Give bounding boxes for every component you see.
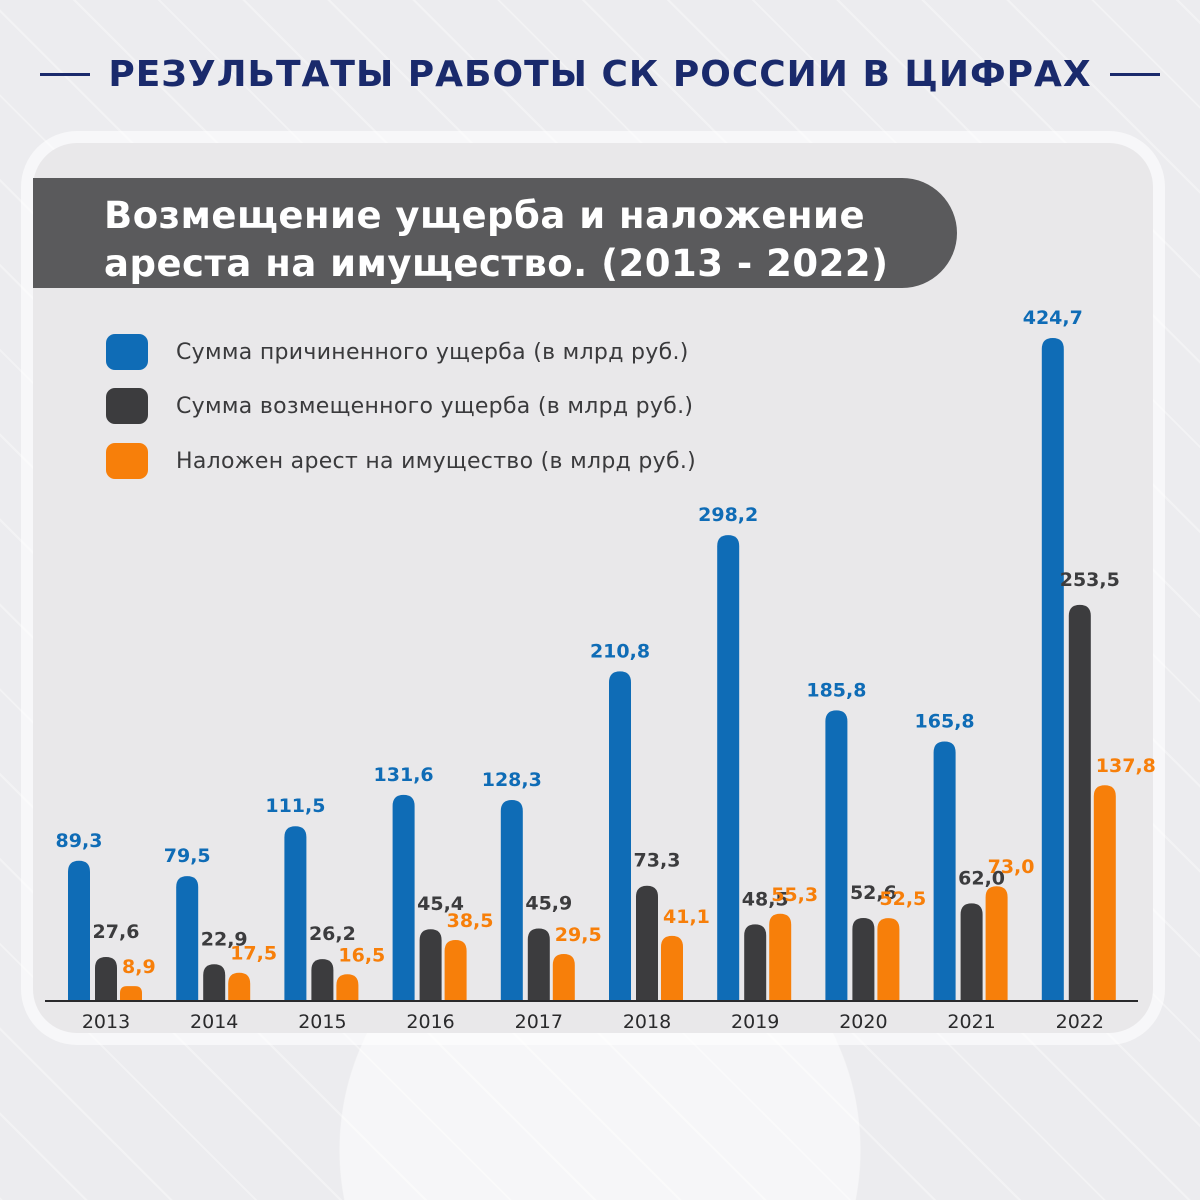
header-rule-right	[1109, 72, 1160, 76]
bar-property-arrest-2019	[769, 913, 792, 1000]
x-tick-label-2015: 2015	[298, 1011, 346, 1033]
bar-damage-compensated-2013	[95, 956, 117, 1000]
x-tick-label-2022: 2022	[1056, 1011, 1104, 1033]
chart-card	[33, 143, 1153, 1033]
data-label-damage-compensated-2016: 45,4	[417, 893, 464, 915]
legend-swatch-damage-compensated	[106, 388, 148, 424]
x-tick-label-2016: 2016	[406, 1011, 454, 1033]
bar-damage-compensated-2018	[636, 885, 658, 1000]
data-label-damage-caused-2015: 111,5	[265, 795, 325, 817]
data-label-property-arrest-2020: 52,5	[879, 888, 926, 910]
x-tick-label-2018: 2018	[623, 1011, 671, 1033]
bar-damage-compensated-2022	[1068, 604, 1091, 1000]
legend-label-damage-compensated: Сумма возмещенного ущерба (в млрд руб.)	[176, 393, 694, 419]
data-label-damage-compensated-2013: 27,6	[93, 921, 140, 943]
x-tick-label-2017: 2017	[515, 1011, 563, 1033]
legend-label-damage-caused: Сумма причиненного ущерба (в млрд руб.)	[176, 339, 689, 365]
bar-property-arrest-2018	[661, 935, 683, 1000]
data-label-damage-caused-2014: 79,5	[164, 845, 211, 867]
bar-damage-caused-2014	[176, 876, 199, 1000]
data-label-damage-caused-2013: 89,3	[56, 830, 103, 852]
bar-damage-caused-2022	[1041, 338, 1064, 1000]
x-tick-label-2013: 2013	[82, 1011, 130, 1033]
data-label-damage-compensated-2019: 48,5	[742, 888, 789, 910]
data-label-damage-compensated-2020: 52,6	[850, 882, 897, 904]
data-label-damage-caused-2017: 128,3	[482, 769, 542, 791]
bar-property-arrest-2020	[877, 918, 900, 1000]
data-label-damage-caused-2018: 210,8	[590, 640, 650, 662]
bar-property-arrest-2016	[444, 939, 467, 1000]
bar-damage-compensated-2016	[419, 929, 442, 1000]
data-label-property-arrest-2018: 41,1	[663, 906, 710, 928]
legend-item-property-arrest: Наложен арест на имущество (в млрд руб.)	[106, 443, 696, 479]
bar-property-arrest-2022	[1093, 785, 1116, 1000]
page-header: РЕЗУЛЬТАТЫ РАБОТЫ СК РОССИИ В ЦИФРАХ	[40, 44, 1160, 104]
data-label-property-arrest-2015: 16,5	[338, 944, 385, 966]
data-label-property-arrest-2013: 8,9	[122, 956, 156, 978]
bar-damage-caused-2015	[284, 826, 307, 1000]
bar-property-arrest-2015	[336, 974, 359, 1000]
data-label-property-arrest-2016: 38,5	[447, 910, 494, 932]
chart-title: Возмещение ущерба и наложение ареста на …	[104, 194, 889, 285]
bar-property-arrest-2021	[985, 886, 1008, 1000]
header-rule-left	[40, 72, 91, 76]
page-title: РЕЗУЛЬТАТЫ РАБОТЫ СК РОССИИ В ЦИФРАХ	[108, 53, 1092, 95]
bar-damage-caused-2021	[933, 741, 956, 1000]
bar-damage-caused-2019	[717, 535, 740, 1000]
bar-damage-compensated-2015	[311, 959, 334, 1000]
data-label-damage-caused-2022: 424,7	[1023, 307, 1083, 329]
x-tick-label-2014: 2014	[190, 1011, 238, 1033]
data-label-damage-compensated-2018: 73,3	[634, 850, 681, 872]
legend-swatch-damage-caused	[106, 334, 148, 370]
bar-property-arrest-2014	[228, 972, 251, 1000]
bar-damage-caused-2020	[825, 710, 848, 1000]
x-tick-label-2019: 2019	[731, 1011, 779, 1033]
bar-damage-caused-2016	[392, 794, 415, 1000]
data-label-property-arrest-2022: 137,8	[1096, 755, 1156, 777]
data-label-damage-compensated-2017: 45,9	[525, 892, 572, 914]
x-tick-label-2021: 2021	[947, 1011, 995, 1033]
x-tick-label-2020: 2020	[839, 1011, 887, 1033]
data-label-damage-caused-2021: 165,8	[915, 711, 975, 733]
data-label-damage-compensated-2021: 62,0	[958, 867, 1005, 889]
bar-damage-caused-2017	[500, 800, 523, 1000]
data-label-property-arrest-2014: 17,5	[230, 943, 277, 965]
bar-property-arrest-2017	[552, 954, 575, 1000]
bar-damage-compensated-2014	[203, 964, 226, 1000]
bar-damage-compensated-2019	[744, 924, 767, 1000]
data-label-property-arrest-2021: 73,0	[988, 856, 1035, 878]
bar-property-arrest-2013	[120, 986, 142, 1000]
legend-item-damage-caused: Сумма причиненного ущерба (в млрд руб.)	[106, 334, 689, 370]
data-label-property-arrest-2019: 55,3	[771, 884, 818, 906]
data-label-property-arrest-2017: 29,5	[555, 924, 602, 946]
legend-item-damage-compensated: Сумма возмещенного ущерба (в млрд руб.)	[106, 388, 693, 424]
bar-damage-compensated-2020	[852, 918, 875, 1000]
data-label-damage-caused-2016: 131,6	[374, 764, 434, 786]
bar-damage-compensated-2017	[527, 928, 550, 1000]
legend-label-property-arrest: Наложен арест на имущество (в млрд руб.)	[176, 448, 697, 474]
data-label-damage-compensated-2022: 253,5	[1060, 569, 1120, 591]
data-label-damage-caused-2019: 298,2	[698, 504, 758, 526]
data-label-damage-compensated-2014: 22,9	[201, 928, 248, 950]
bar-damage-caused-2018	[609, 671, 631, 1000]
data-label-damage-compensated-2015: 26,2	[309, 923, 356, 945]
legend-swatch-property-arrest	[106, 443, 148, 479]
bar-damage-caused-2013	[68, 860, 90, 1000]
data-label-damage-caused-2020: 185,8	[806, 679, 866, 701]
chart-title-banner: Возмещение ущерба и наложение ареста на …	[33, 178, 957, 288]
bar-damage-compensated-2021	[960, 903, 983, 1000]
